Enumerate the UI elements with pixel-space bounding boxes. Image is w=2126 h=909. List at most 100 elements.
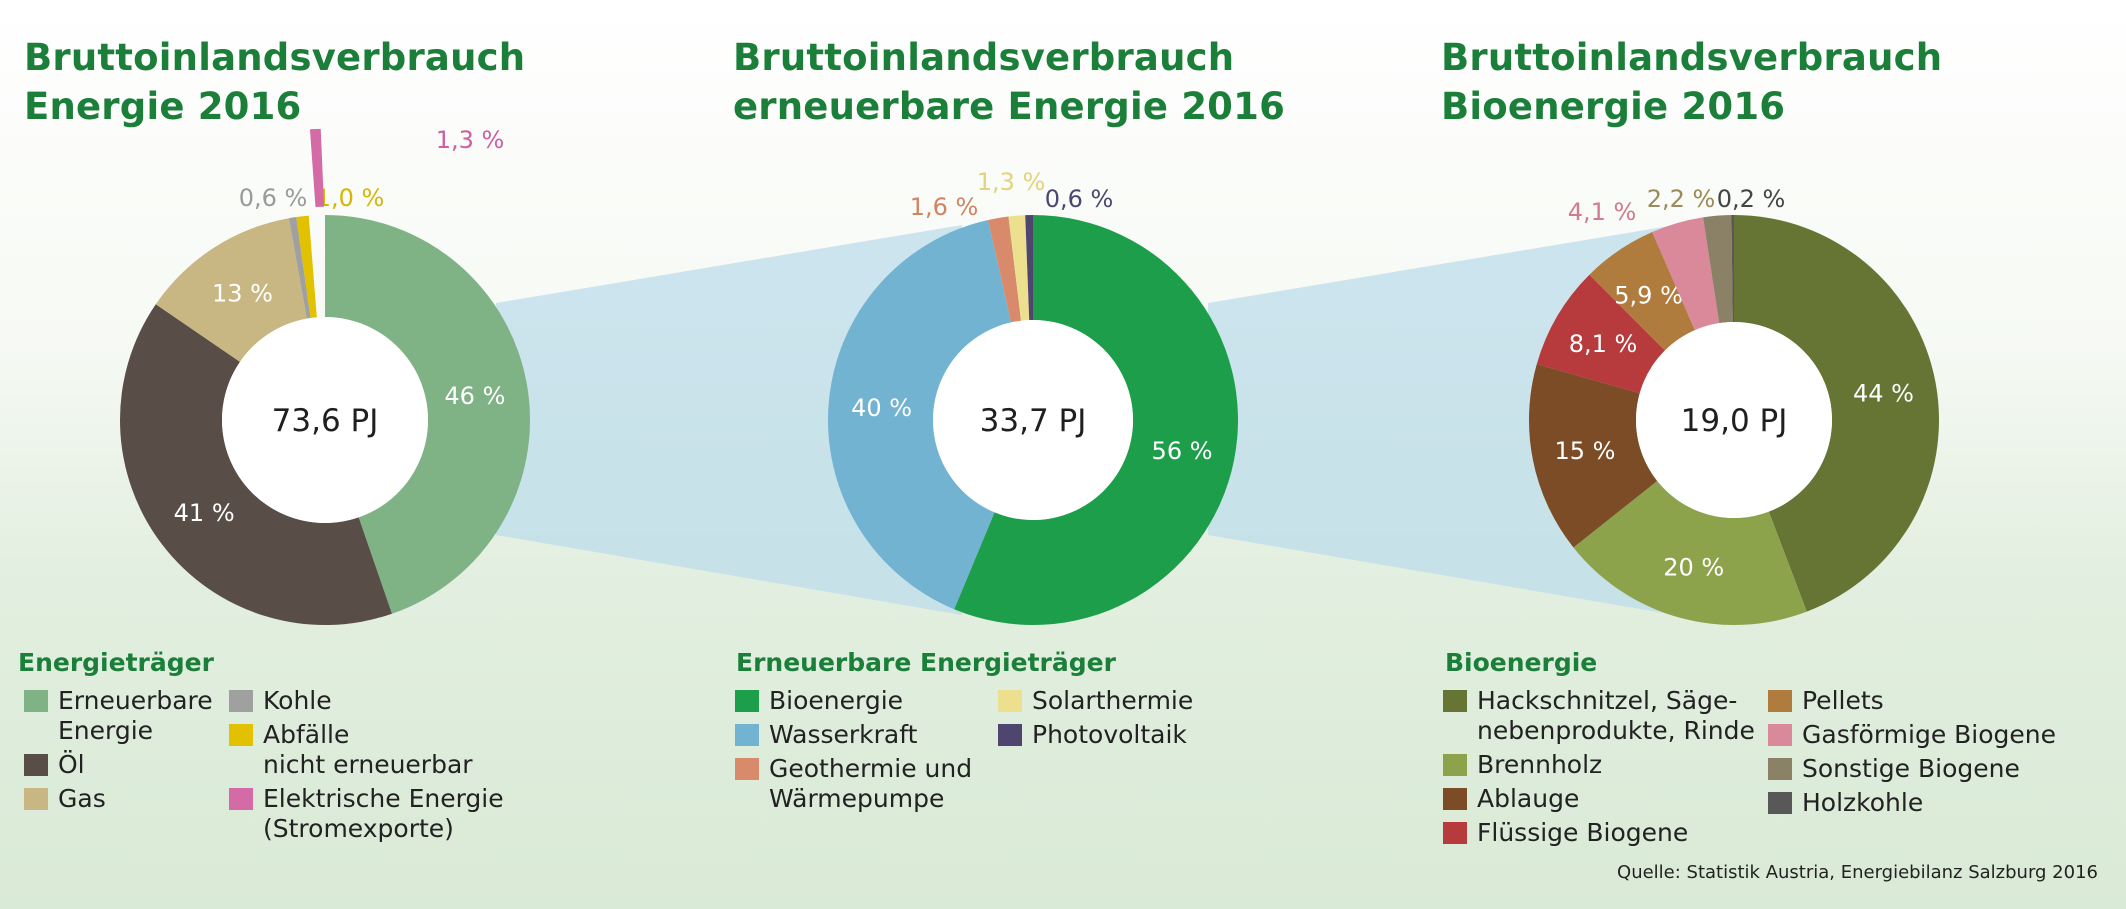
- legend-label: Abfälle nicht erneuerbar: [263, 720, 473, 779]
- legend-label: Sonstige Biogene: [1802, 754, 2020, 783]
- legend-3-title: Bioenergie: [1445, 648, 1598, 677]
- legend-1-title: Energieträger: [18, 648, 214, 677]
- chart-1-title: Bruttoinlandsverbrauch Energie 2016: [24, 33, 525, 131]
- legend-item: Pellets: [1768, 686, 2056, 716]
- donut-3-slice: [1731, 215, 1734, 323]
- legend-item: Gas: [24, 784, 213, 814]
- legend-2-col-2: Solarthermie Photovoltaik: [998, 686, 1193, 754]
- legend-label: Photovoltaik: [1032, 720, 1187, 749]
- donut-2-slice: [954, 215, 1238, 625]
- legend-swatch: [1768, 758, 1792, 780]
- legend-swatch: [24, 754, 48, 776]
- legend-item: Öl: [24, 750, 213, 780]
- legend-item: Solarthermie: [998, 686, 1193, 716]
- donut-3-slice-label: 8,1 %: [1569, 330, 1638, 358]
- legend-item: Wasserkraft: [735, 720, 972, 750]
- chart-1-title-line2: Energie 2016: [24, 85, 302, 128]
- legend-label: Geothermie und Wärmepumpe: [769, 754, 973, 813]
- legend-item: Sonstige Biogene: [1768, 754, 2056, 784]
- legend-item: Kohle: [229, 686, 504, 716]
- legend-2-title: Erneuerbare Energieträger: [736, 648, 1116, 677]
- legend-label: Wasserkraft: [769, 720, 918, 749]
- legend-3-col-2: Pellets Gasförmige Biogene Sonstige Biogen…: [1768, 686, 2056, 822]
- donut-2-slice-label: 1,3 %: [977, 168, 1046, 196]
- donut-1-slice-label: 41 %: [174, 499, 235, 527]
- legend-swatch: [24, 788, 48, 810]
- donut-3-slice-label: 5,9 %: [1614, 281, 1683, 309]
- legend-1-col-1: Erneuerbare Energie Öl Gas: [24, 686, 213, 818]
- legend-2-col-1: Bioenergie Wasserkraft Geothermie und Wärm…: [735, 686, 972, 818]
- legend-item: Hackschnitzel, Säge- nebenprodukte, Rind…: [1443, 686, 1755, 746]
- legend-item: Flüssige Biogene: [1443, 818, 1755, 848]
- donut-1-hole: [222, 317, 428, 523]
- legend-label: Hackschnitzel, Säge- nebenprodukte, Rind…: [1477, 686, 1755, 745]
- donut-2-center-label: 33,7 PJ: [980, 403, 1087, 439]
- chart-2-title: Bruttoinlandsverbrauch erneuerbare Energ…: [733, 33, 1285, 131]
- legend-label: Flüssige Biogene: [1477, 818, 1689, 847]
- donut-2-slice-label: 40 %: [851, 394, 912, 422]
- donut-3-slice: [1703, 215, 1733, 324]
- donut-3-slice: [1528, 364, 1658, 548]
- legend-label: Holzkohle: [1802, 788, 1924, 817]
- legend-label: Öl: [58, 750, 85, 779]
- legend-label: Ablauge: [1477, 784, 1580, 813]
- donut-2-hole: [933, 320, 1133, 520]
- legend-swatch: [1768, 690, 1792, 712]
- chart-3-title-line1: Bruttoinlandsverbrauch: [1441, 36, 1943, 79]
- legend-swatch: [735, 758, 759, 780]
- legend-3-col-1: Hackschnitzel, Säge- nebenprodukte, Rind…: [1443, 686, 1755, 852]
- donut-3-slice-label: 0,2 %: [1717, 185, 1786, 213]
- legend-label: Erneuerbare Energie: [58, 686, 213, 745]
- donut-1-slice: [120, 304, 392, 625]
- legend-item: Erneuerbare Energie: [24, 686, 213, 746]
- legend-swatch: [24, 690, 48, 712]
- legend-label: Brennholz: [1477, 750, 1603, 779]
- legend-item: Ablauge: [1443, 784, 1755, 814]
- donut-3-slice: [1589, 232, 1695, 351]
- legend-label: Gas: [58, 784, 106, 813]
- donut-1-slice: [309, 128, 325, 208]
- legend-item: Bioenergie: [735, 686, 972, 716]
- donut-1-slice-label: 1,0 %: [316, 184, 385, 212]
- legend-label: Kohle: [263, 686, 332, 715]
- donut-3-slice-label: 4,1 %: [1568, 198, 1637, 226]
- legend-swatch: [229, 690, 253, 712]
- legend-label: Gasförmige Biogene: [1802, 720, 2057, 749]
- donut-1-center-label: 73,6 PJ: [272, 403, 379, 439]
- legend-swatch: [1443, 822, 1467, 844]
- donut-2-slice: [828, 219, 1012, 610]
- donut-1-slice-label: 0,6 %: [239, 184, 308, 212]
- donut-3-slice: [1536, 274, 1665, 394]
- donut-1-slice: [325, 215, 530, 614]
- donut-1-slice: [155, 218, 307, 362]
- donut-2-slice-label: 56 %: [1152, 437, 1213, 465]
- donut-2-slice-label: 0,6 %: [1045, 185, 1114, 213]
- donut-1-slice-label: 1,3 %: [436, 126, 505, 154]
- legend-label: Solarthermie: [1032, 686, 1194, 715]
- donut-chart-2: 56 % 40 % 1,6 %1,3 %0,6 % 33,7 PJ: [828, 168, 1238, 625]
- donut-3-slice-label: 20 %: [1663, 554, 1724, 582]
- legend-swatch: [735, 690, 759, 712]
- donut-3-slice-label: 15 %: [1554, 437, 1615, 465]
- chart-1-title-line1: Bruttoinlandsverbrauch: [24, 36, 526, 79]
- legend-swatch: [229, 724, 253, 746]
- chart-3-title: Bruttoinlandsverbrauch Bioenergie 2016: [1441, 33, 1942, 131]
- donut-2-slice: [1008, 215, 1030, 321]
- chart-2-title-line2: erneuerbare Energie 2016: [733, 85, 1286, 128]
- donut-1-slice-label: 46 %: [444, 382, 505, 410]
- legend-item: Brennholz: [1443, 750, 1755, 780]
- legend-swatch: [229, 788, 253, 810]
- donut-3-center-label: 19,0 PJ: [1681, 403, 1788, 439]
- legend-swatch: [1443, 690, 1467, 712]
- donut-2-slice: [988, 216, 1022, 323]
- donut-1-slice: [296, 215, 317, 319]
- legend-swatch: [1768, 792, 1792, 814]
- donut-1-slice-label: 13 %: [212, 279, 273, 307]
- legend-swatch: [735, 724, 759, 746]
- donut-3-slice: [1573, 480, 1807, 626]
- donut-3-slice-label: 44 %: [1853, 380, 1914, 408]
- donut-2-slice: [1025, 215, 1033, 321]
- chart-2-title-line1: Bruttoinlandsverbrauch: [733, 36, 1235, 79]
- legend-label: Elektrische Energie (Stromexporte): [263, 784, 504, 843]
